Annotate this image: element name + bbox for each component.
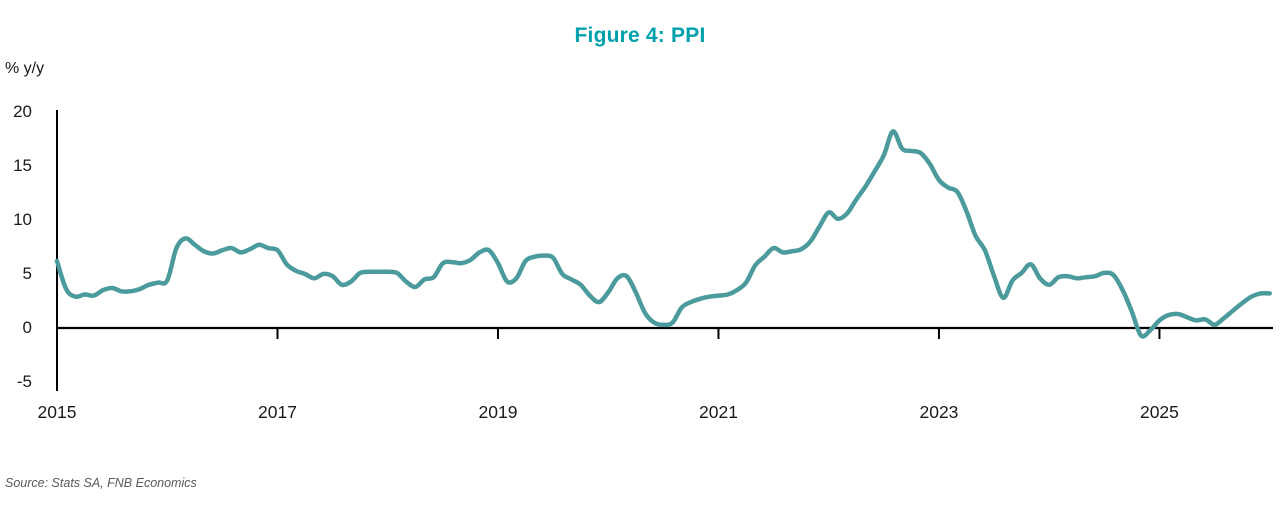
y-axis-tick-label: 5 [22, 264, 32, 283]
y-axis-tick-label: 15 [13, 156, 32, 175]
y-axis-tick-label: 10 [13, 210, 32, 229]
y-axis-tick-label: 0 [22, 318, 32, 337]
axes-layer [56, 110, 1273, 391]
x-axis-tick-label: 2015 [37, 402, 77, 422]
x-axis-tick-label: 2023 [919, 402, 959, 422]
y-axis-unit-label: % y/y [5, 60, 45, 77]
x-axis-tick-label: 2025 [1139, 402, 1179, 422]
x-axis-tick-label: 2021 [699, 402, 738, 422]
y-axis-tick-label: -5 [16, 372, 32, 391]
x-axis-tick-label: 2019 [478, 402, 518, 422]
figure-title: Figure 4: PPI [574, 24, 706, 47]
source-note: Source: Stats SA, FNB Economics [5, 476, 197, 490]
y-axis-tick-label: 20 [13, 102, 32, 121]
x-axis-tick-label: 2017 [258, 402, 297, 422]
ppi-line-series [54, 129, 1272, 339]
